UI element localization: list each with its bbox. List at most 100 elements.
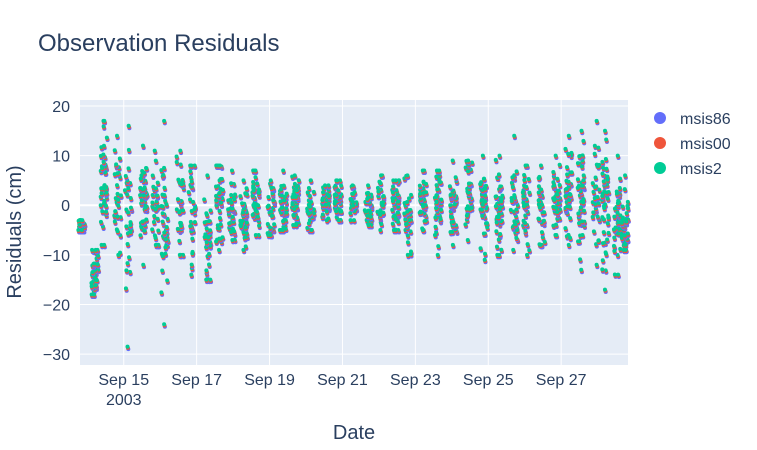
point-msis2 [204,226,209,231]
point-msis2 [177,210,182,215]
point-msis2 [616,272,621,277]
point-msis2 [485,221,490,226]
point-msis2 [452,202,457,207]
point-msis2 [229,193,234,198]
point-msis2 [402,211,407,216]
point-msis2 [481,231,486,236]
point-msis2 [433,224,438,229]
point-msis2 [186,190,191,195]
point-msis2 [622,187,627,192]
point-msis2 [381,210,386,215]
point-msis2 [577,221,582,226]
point-msis2 [450,215,455,220]
point-msis2 [617,186,622,191]
point-msis2 [526,176,531,181]
point-msis2 [525,252,530,257]
point-msis2 [218,236,223,241]
point-msis2 [619,235,624,240]
point-msis2 [102,118,107,123]
point-msis2 [220,187,225,192]
point-msis2 [616,231,621,236]
point-msis2 [219,176,224,181]
point-msis2 [151,220,156,225]
point-msis2 [290,202,295,207]
plot-background [80,100,628,365]
point-msis2 [465,237,470,242]
point-msis2 [228,230,233,235]
point-msis2 [365,191,370,196]
point-msis2 [551,223,556,228]
point-msis2 [160,253,165,258]
point-msis2 [514,169,519,174]
point-msis2 [294,188,299,193]
point-msis2 [255,214,260,219]
point-msis2 [623,242,628,247]
point-msis2 [77,222,82,227]
point-msis2 [482,257,487,262]
point-msis2 [292,181,297,186]
point-msis2 [380,203,385,208]
point-msis2 [178,221,183,226]
point-msis2 [102,183,107,188]
point-msis2 [214,198,219,203]
point-msis2 [466,190,471,195]
point-msis2 [424,190,429,195]
point-msis2 [268,178,273,183]
point-msis2 [523,213,528,218]
x-tick-label: Sep 19 [244,372,295,389]
point-msis2 [390,221,395,226]
point-msis2 [600,193,605,198]
point-msis2 [125,344,130,349]
point-msis2 [557,162,562,167]
point-msis2 [554,232,559,237]
point-msis2 [348,218,353,223]
point-msis2 [482,251,487,256]
point-msis2 [128,205,133,210]
point-msis2 [480,202,485,207]
point-msis2 [160,219,165,224]
point-msis2 [100,165,105,170]
point-msis2 [114,162,119,167]
point-msis2 [620,204,625,209]
point-msis2 [564,186,569,191]
point-msis2 [352,218,357,223]
point-msis2 [581,173,586,178]
point-msis2 [563,146,568,151]
point-msis2 [272,222,277,227]
point-msis2 [536,198,541,203]
x-tick-label: Sep 21 [317,372,368,389]
point-msis2 [176,177,181,182]
point-msis2 [568,235,573,240]
point-msis2 [104,203,109,208]
legend-item-msis2[interactable]: msis2 [654,161,722,178]
legend-item-msis00[interactable]: msis00 [654,136,731,153]
point-msis2 [594,262,599,267]
point-msis2 [253,205,258,210]
point-msis2 [569,170,574,175]
legend-item-msis86[interactable]: msis86 [654,111,731,128]
point-msis2 [602,287,607,292]
point-msis2 [269,213,274,218]
point-msis2 [351,199,356,204]
point-msis2 [218,222,223,227]
point-msis2 [241,247,246,252]
point-msis2 [511,247,516,252]
point-msis2 [496,237,501,242]
x-tick-label: Sep 23 [390,372,441,389]
point-msis2 [334,209,339,214]
point-msis2 [90,269,95,274]
point-msis2 [366,223,371,228]
point-msis2 [204,268,209,273]
point-msis2 [595,214,600,219]
point-msis2 [365,213,370,218]
point-msis2 [280,205,285,210]
point-msis2 [189,272,194,277]
point-msis2 [494,229,499,234]
chart-title: Observation Residuals [38,30,279,57]
point-msis2 [482,176,487,181]
point-msis2 [409,192,414,197]
point-msis2 [241,178,246,183]
point-msis2 [232,197,237,202]
point-msis2 [434,200,439,205]
point-msis2 [595,194,600,199]
